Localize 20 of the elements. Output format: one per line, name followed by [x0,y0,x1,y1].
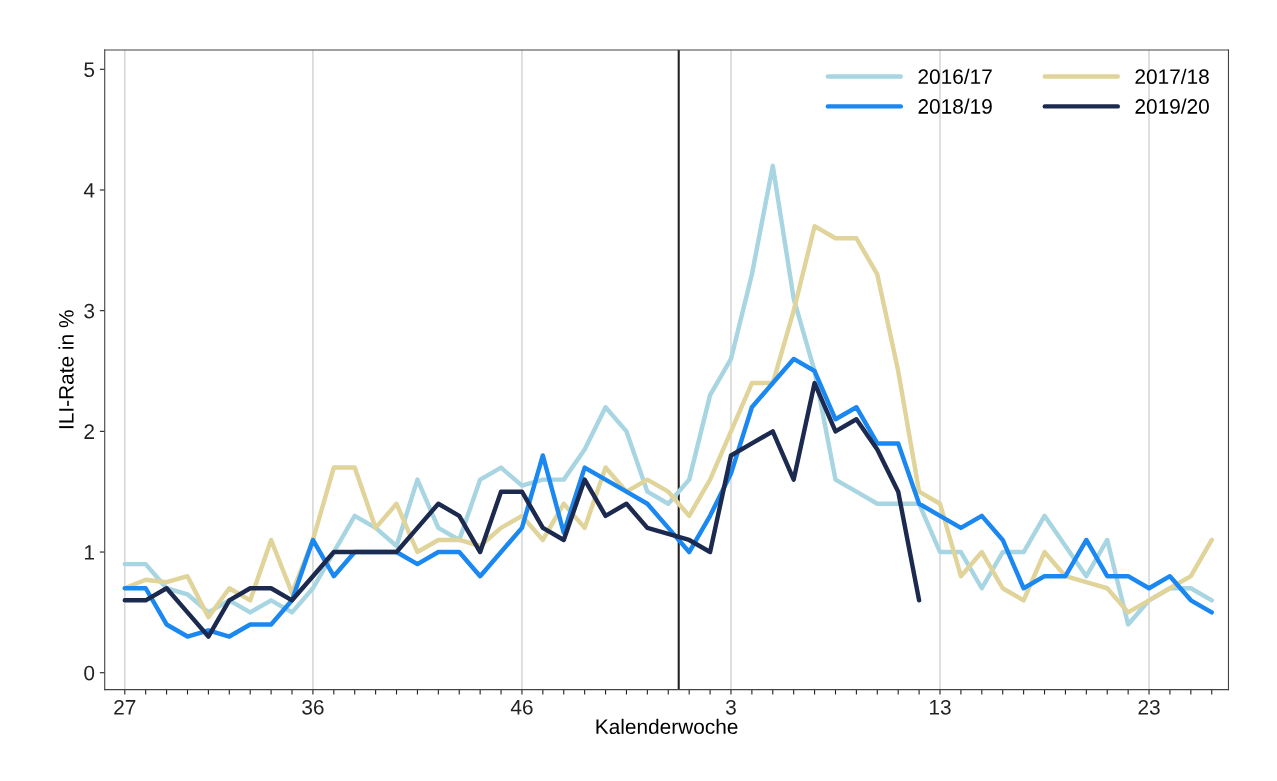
y-tick-label: 3 [84,303,95,319]
y-tick-label: 0 [84,665,95,681]
x-tick-label: 23 [1138,699,1160,715]
x-tick-label: 46 [510,699,533,715]
y-tick-label: 1 [85,545,94,560]
x-tick-label: 36 [302,699,324,715]
y-tick-label: 2 [84,424,94,439]
y-axis-title: ILI-Rate in % [58,310,74,429]
x-tick-label: 13 [930,699,951,715]
legend-label: 2017/18 [1135,68,1209,85]
x-tick-label: 3 [725,699,736,715]
legend-label: 2019/20 [1135,98,1209,114]
legend-label: 2016/17 [918,68,992,85]
x-tick-label: 27 [114,699,136,715]
line-series [122,380,922,639]
y-tick-label: 5 [84,62,95,78]
y-tick-label: 4 [83,183,95,198]
line-series [122,356,1214,639]
x-axis-title: Kalenderwoche [596,718,738,735]
legend-label: 2018/19 [918,98,992,114]
